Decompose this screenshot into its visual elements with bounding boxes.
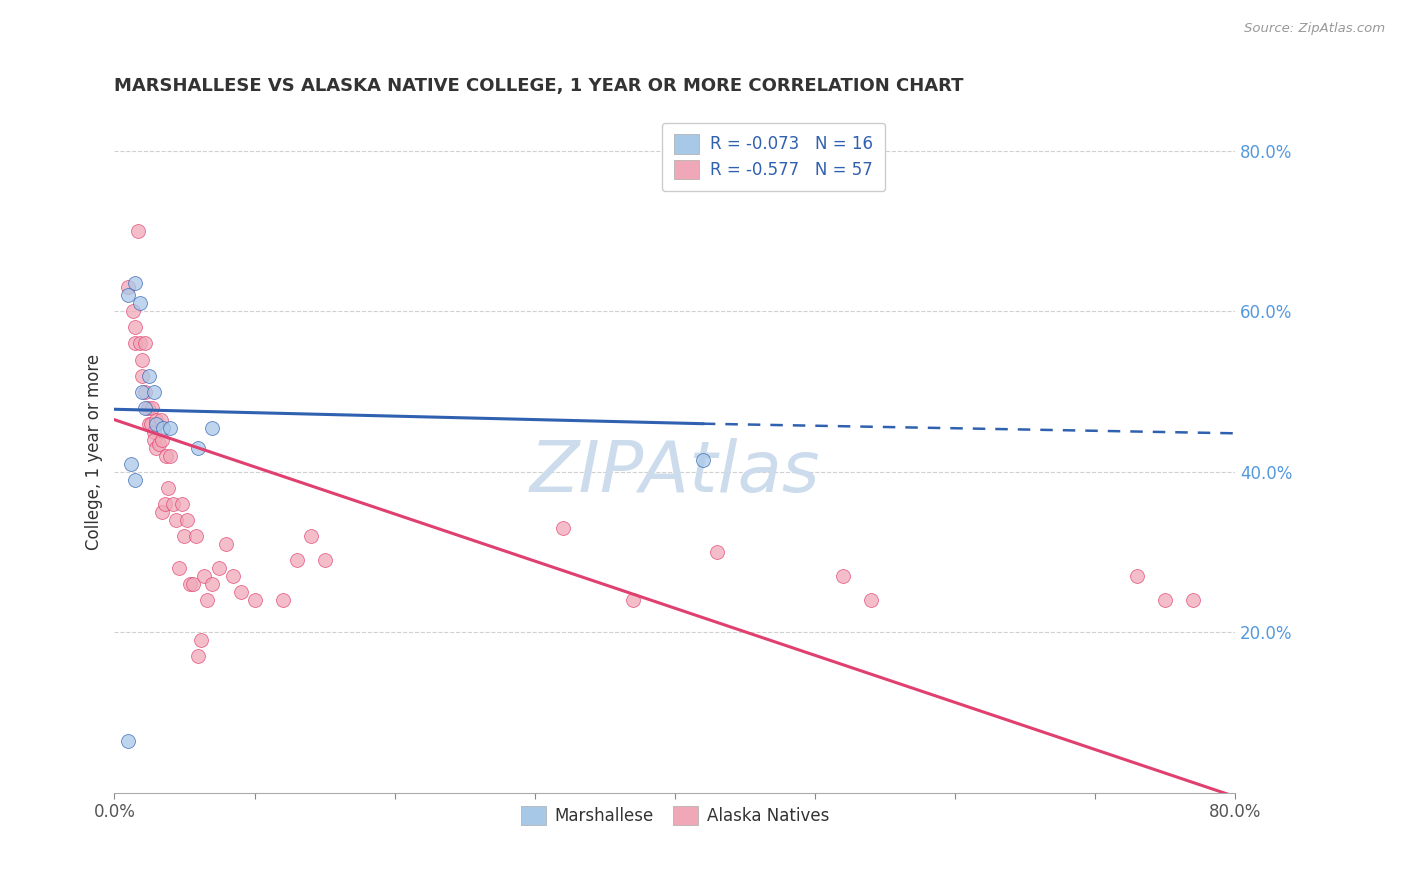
Point bbox=[117, 733, 139, 747]
Point bbox=[124, 473, 146, 487]
Point bbox=[134, 401, 156, 415]
Point bbox=[139, 417, 162, 431]
Point bbox=[148, 436, 170, 450]
Point bbox=[138, 368, 160, 383]
Point bbox=[229, 585, 252, 599]
Point bbox=[142, 433, 165, 447]
Point bbox=[1154, 593, 1177, 607]
Point bbox=[128, 336, 150, 351]
Text: Source: ZipAtlas.com: Source: ZipAtlas.com bbox=[1244, 22, 1385, 36]
Point bbox=[692, 452, 714, 467]
Point bbox=[152, 420, 174, 434]
Point bbox=[162, 497, 184, 511]
Point bbox=[145, 413, 167, 427]
Point bbox=[120, 457, 142, 471]
Point bbox=[124, 320, 146, 334]
Point bbox=[117, 288, 139, 302]
Point bbox=[131, 384, 153, 399]
Point bbox=[201, 420, 224, 434]
Point bbox=[832, 569, 855, 583]
Point bbox=[159, 449, 181, 463]
Point bbox=[173, 529, 195, 543]
Point bbox=[621, 593, 644, 607]
Point bbox=[124, 277, 146, 291]
Point bbox=[153, 497, 176, 511]
Text: MARSHALLESE VS ALASKA NATIVE COLLEGE, 1 YEAR OR MORE CORRELATION CHART: MARSHALLESE VS ALASKA NATIVE COLLEGE, 1 … bbox=[114, 78, 965, 95]
Point bbox=[141, 401, 163, 415]
Point bbox=[121, 304, 143, 318]
Point bbox=[117, 280, 139, 294]
Point bbox=[243, 593, 266, 607]
Point bbox=[134, 336, 156, 351]
Point bbox=[706, 545, 728, 559]
Point bbox=[128, 296, 150, 310]
Point bbox=[184, 529, 207, 543]
Point bbox=[190, 633, 212, 648]
Point bbox=[150, 505, 173, 519]
Point bbox=[167, 561, 190, 575]
Point bbox=[142, 425, 165, 439]
Point bbox=[201, 577, 224, 591]
Point bbox=[187, 649, 209, 664]
Point bbox=[859, 593, 882, 607]
Point bbox=[145, 417, 167, 431]
Point bbox=[179, 577, 201, 591]
Y-axis label: College, 1 year or more: College, 1 year or more bbox=[86, 354, 103, 549]
Point bbox=[136, 401, 159, 415]
Point bbox=[193, 569, 215, 583]
Point bbox=[176, 513, 198, 527]
Point bbox=[215, 537, 238, 551]
Point bbox=[285, 553, 308, 567]
Point bbox=[124, 336, 146, 351]
Point bbox=[134, 384, 156, 399]
Point bbox=[271, 593, 294, 607]
Legend: Marshallese, Alaska Natives: Marshallese, Alaska Natives bbox=[515, 799, 835, 832]
Point bbox=[165, 513, 187, 527]
Point bbox=[551, 521, 574, 535]
Point bbox=[138, 417, 160, 431]
Point bbox=[1126, 569, 1149, 583]
Point bbox=[170, 497, 193, 511]
Point bbox=[145, 441, 167, 455]
Point bbox=[149, 413, 172, 427]
Point bbox=[208, 561, 231, 575]
Point bbox=[314, 553, 336, 567]
Point bbox=[222, 569, 245, 583]
Text: ZIPAtlas: ZIPAtlas bbox=[530, 438, 820, 507]
Point bbox=[131, 352, 153, 367]
Point bbox=[187, 441, 209, 455]
Point bbox=[127, 224, 149, 238]
Point bbox=[159, 420, 181, 434]
Point bbox=[150, 433, 173, 447]
Point bbox=[155, 449, 177, 463]
Point bbox=[181, 577, 204, 591]
Point bbox=[1182, 593, 1205, 607]
Point bbox=[195, 593, 218, 607]
Point bbox=[156, 481, 179, 495]
Point bbox=[131, 368, 153, 383]
Point bbox=[142, 384, 165, 399]
Point bbox=[299, 529, 322, 543]
